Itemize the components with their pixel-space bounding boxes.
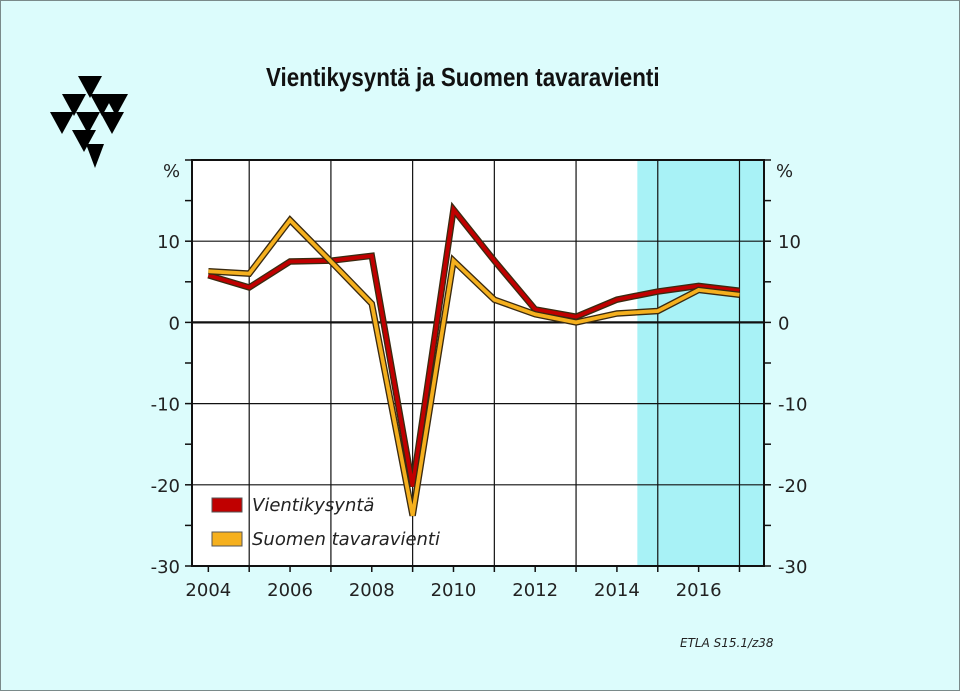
legend-swatch-tavaravienti <box>211 531 243 547</box>
x-tick-label: 2006 <box>267 580 313 601</box>
forecast-band <box>637 160 764 566</box>
axis-ticks <box>185 159 771 572</box>
y-tick-label-left: 0 <box>169 313 180 334</box>
series-line-vientikysynta <box>207 204 740 487</box>
legend-label-tavaravienti: Suomen tavaravienti <box>252 529 440 550</box>
x-tick-label: 2012 <box>512 580 558 601</box>
etla-logo-icon <box>50 76 128 168</box>
legend: Vientikysyntä Suomen tavaravienti <box>211 495 440 550</box>
axis-labels: 2004 2006 2008 2010 2012 2014 2016 10 10 0 0 -10 -10… <box>151 232 808 601</box>
y-tick-label-right: 0 <box>778 313 789 334</box>
x-tick-label: 2016 <box>676 580 722 601</box>
y-tick-label-right: -10 <box>778 395 807 416</box>
y-tick-label-left: -20 <box>151 476 180 497</box>
legend-swatch-vientikysynta <box>211 497 243 513</box>
y-tick-label-right: -20 <box>778 476 807 497</box>
series-layer <box>207 201 740 517</box>
series-line-tavaravienti <box>208 217 740 517</box>
x-tick-label: 2010 <box>431 580 477 601</box>
y-tick-label-right: -30 <box>778 557 807 578</box>
y-tick-label-left: -30 <box>151 557 180 578</box>
y-unit-right: % <box>776 161 793 182</box>
x-tick-label: 2014 <box>594 580 640 601</box>
chart-title: Vientikysyntä ja Suomen tavaravienti <box>266 62 660 92</box>
x-tick-label: 2008 <box>349 580 395 601</box>
y-tick-label-right: 10 <box>778 232 801 253</box>
x-tick-label: 2004 <box>185 580 231 601</box>
y-tick-label-left: -10 <box>151 395 180 416</box>
y-tick-label-left: 10 <box>157 232 180 253</box>
legend-label-vientikysynta: Vientikysyntä <box>252 495 374 516</box>
y-unit-left: % <box>163 161 180 182</box>
source-note: ETLA S15.1/z38 <box>680 636 774 650</box>
